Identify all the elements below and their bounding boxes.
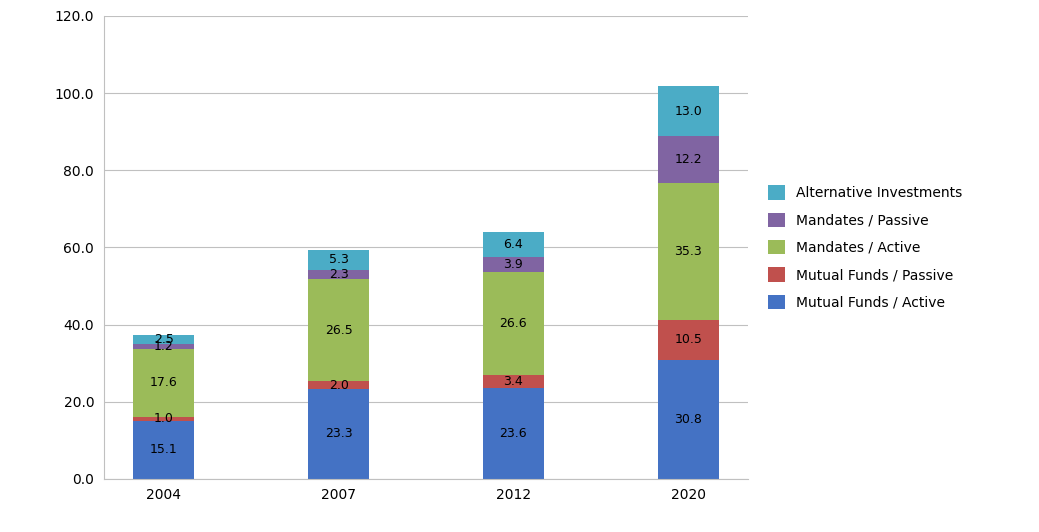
Text: 5.3: 5.3 — [328, 253, 348, 267]
Text: 10.5: 10.5 — [674, 333, 702, 346]
Text: 17.6: 17.6 — [150, 376, 178, 389]
Bar — [658, 136, 719, 184]
Bar — [658, 184, 719, 320]
Bar — [133, 335, 194, 344]
Legend: Alternative Investments, Mandates / Passive, Mandates / Active, Mutual Funds / P: Alternative Investments, Mandates / Pass… — [762, 178, 969, 317]
Text: 26.6: 26.6 — [500, 317, 527, 330]
Bar — [483, 232, 544, 257]
Text: 23.6: 23.6 — [500, 427, 527, 440]
Bar — [483, 375, 544, 388]
Bar — [308, 250, 369, 270]
Bar — [308, 381, 369, 389]
Text: 26.5: 26.5 — [325, 323, 352, 337]
Text: 13.0: 13.0 — [674, 105, 702, 118]
Text: 3.4: 3.4 — [504, 375, 524, 388]
Bar — [308, 279, 369, 381]
Bar — [133, 417, 194, 421]
Text: 6.4: 6.4 — [504, 238, 524, 251]
Text: 30.8: 30.8 — [674, 413, 702, 426]
Text: 2.0: 2.0 — [328, 379, 348, 392]
Bar — [658, 360, 719, 479]
Bar — [483, 272, 544, 375]
Text: 12.2: 12.2 — [674, 153, 702, 167]
Text: 3.9: 3.9 — [504, 258, 524, 271]
Text: 15.1: 15.1 — [150, 443, 178, 456]
Bar — [133, 349, 194, 417]
Bar — [308, 270, 369, 279]
Text: 23.3: 23.3 — [325, 427, 352, 440]
Bar — [483, 388, 544, 479]
Bar — [658, 86, 719, 136]
Text: 2.3: 2.3 — [328, 268, 348, 281]
Bar — [133, 344, 194, 349]
Text: 1.0: 1.0 — [154, 412, 174, 425]
Bar — [483, 257, 544, 272]
Text: 1.2: 1.2 — [154, 340, 174, 353]
Text: 2.5: 2.5 — [154, 333, 174, 346]
Bar — [133, 421, 194, 479]
Bar — [308, 389, 369, 479]
Text: 35.3: 35.3 — [674, 245, 702, 258]
Bar — [658, 320, 719, 360]
